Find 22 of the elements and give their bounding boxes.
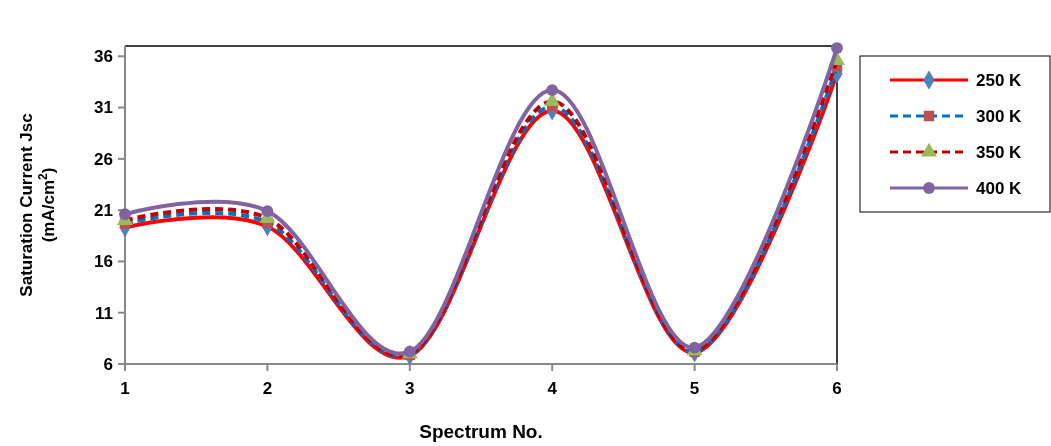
y-tick-label: 36 — [94, 47, 113, 67]
x-tick-label: 6 — [832, 379, 842, 398]
y-tick-label: 26 — [94, 149, 113, 169]
point — [546, 84, 559, 97]
point — [119, 208, 131, 221]
y-tick-label: 31 — [94, 98, 113, 118]
legend-label: 350 K — [976, 142, 1023, 162]
point — [261, 205, 274, 218]
x-tick-label: 1 — [120, 379, 130, 398]
x-axis-title: Spectrum No. — [419, 421, 543, 442]
y-tick-label: 21 — [94, 201, 113, 221]
x-tick-label: 3 — [405, 379, 415, 398]
x-tick-label: 5 — [689, 379, 700, 398]
x-tick-label: 2 — [262, 379, 273, 398]
y-tick-label: 11 — [95, 303, 113, 323]
y-tick-label: 6 — [103, 354, 113, 374]
x-tick-label: 4 — [547, 379, 558, 398]
point — [831, 42, 843, 54]
legend-label: 250 K — [976, 70, 1023, 90]
legend-label: 300 K — [976, 106, 1023, 126]
y-tick-label: 16 — [94, 252, 113, 272]
legend-label: 400 K — [976, 178, 1023, 198]
